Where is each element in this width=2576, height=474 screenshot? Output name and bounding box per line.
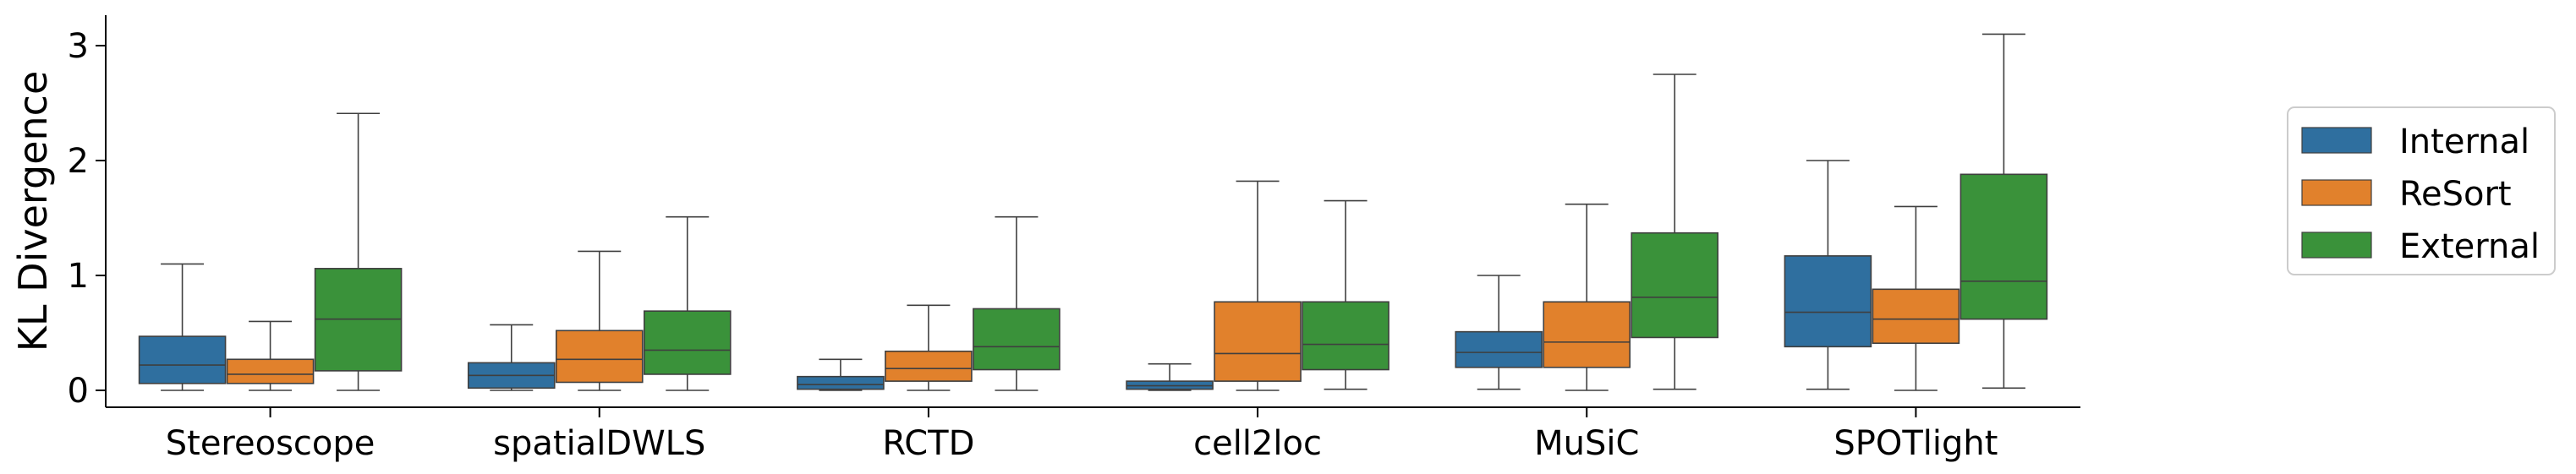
iqr-box [1631, 232, 1719, 339]
legend-swatch-resort [2301, 179, 2372, 206]
iqr-box [973, 308, 1061, 371]
iqr-box [226, 358, 315, 384]
iqr-box [555, 330, 644, 384]
iqr-box [885, 350, 973, 382]
x-tick-label: RCTD [882, 424, 974, 463]
box-internal-0 [138, 263, 227, 391]
iqr-box [1872, 288, 1960, 345]
box-resort-2 [885, 304, 973, 391]
x-tick-label: Stereoscope [166, 424, 375, 463]
y-axis-label: KL Divergence [10, 71, 56, 352]
box-resort-3 [1214, 180, 1302, 391]
legend-label-resort: ReSort [2399, 175, 2512, 214]
box-resort-1 [555, 250, 644, 391]
iqr-box [1959, 173, 2048, 320]
box-resort-0 [226, 320, 315, 391]
y-tick-label: 3 [68, 27, 89, 66]
legend-swatch-external [2301, 232, 2372, 259]
iqr-box [138, 335, 227, 384]
box-external-1 [643, 215, 732, 391]
box-external-2 [973, 215, 1061, 391]
box-external-0 [314, 112, 403, 391]
legend: Internal ReSort External [2287, 106, 2556, 275]
box-external-3 [1302, 199, 1389, 390]
iqr-box [1214, 301, 1302, 382]
boxes-layer [138, 33, 2048, 391]
x-tick-label: MuSiC [1534, 424, 1639, 463]
iqr-box [1543, 301, 1631, 368]
iqr-box [643, 310, 732, 375]
legend-label-external: External [2399, 227, 2540, 266]
y-tick-label: 0 [68, 372, 89, 411]
y-tick-label: 2 [68, 142, 89, 181]
x-tick-label: cell2loc [1193, 424, 1322, 463]
box-internal-4 [1455, 275, 1543, 390]
box-resort-5 [1872, 205, 1960, 391]
box-external-4 [1631, 74, 1719, 390]
box-external-5 [1959, 33, 2048, 390]
legend-label-internal: Internal [2399, 123, 2529, 161]
box-resort-4 [1543, 203, 1631, 391]
iqr-box [797, 375, 885, 390]
legend-swatch-internal [2301, 127, 2372, 154]
x-tick-label: spatialDWLS [493, 424, 705, 463]
axes: 0 1 2 3 Stereoscope spatialDWLS RCTD cell2loc Mu… [68, 15, 2080, 463]
x-tick-label: SPOTlight [1833, 424, 1998, 463]
iqr-box [1784, 255, 1872, 348]
iqr-box [1455, 330, 1543, 368]
box-internal-5 [1784, 160, 1872, 390]
box-internal-2 [797, 358, 885, 391]
box-internal-1 [467, 324, 556, 391]
iqr-box [1302, 301, 1389, 371]
box-internal-3 [1126, 362, 1214, 391]
y-tick-label: 1 [68, 257, 89, 296]
